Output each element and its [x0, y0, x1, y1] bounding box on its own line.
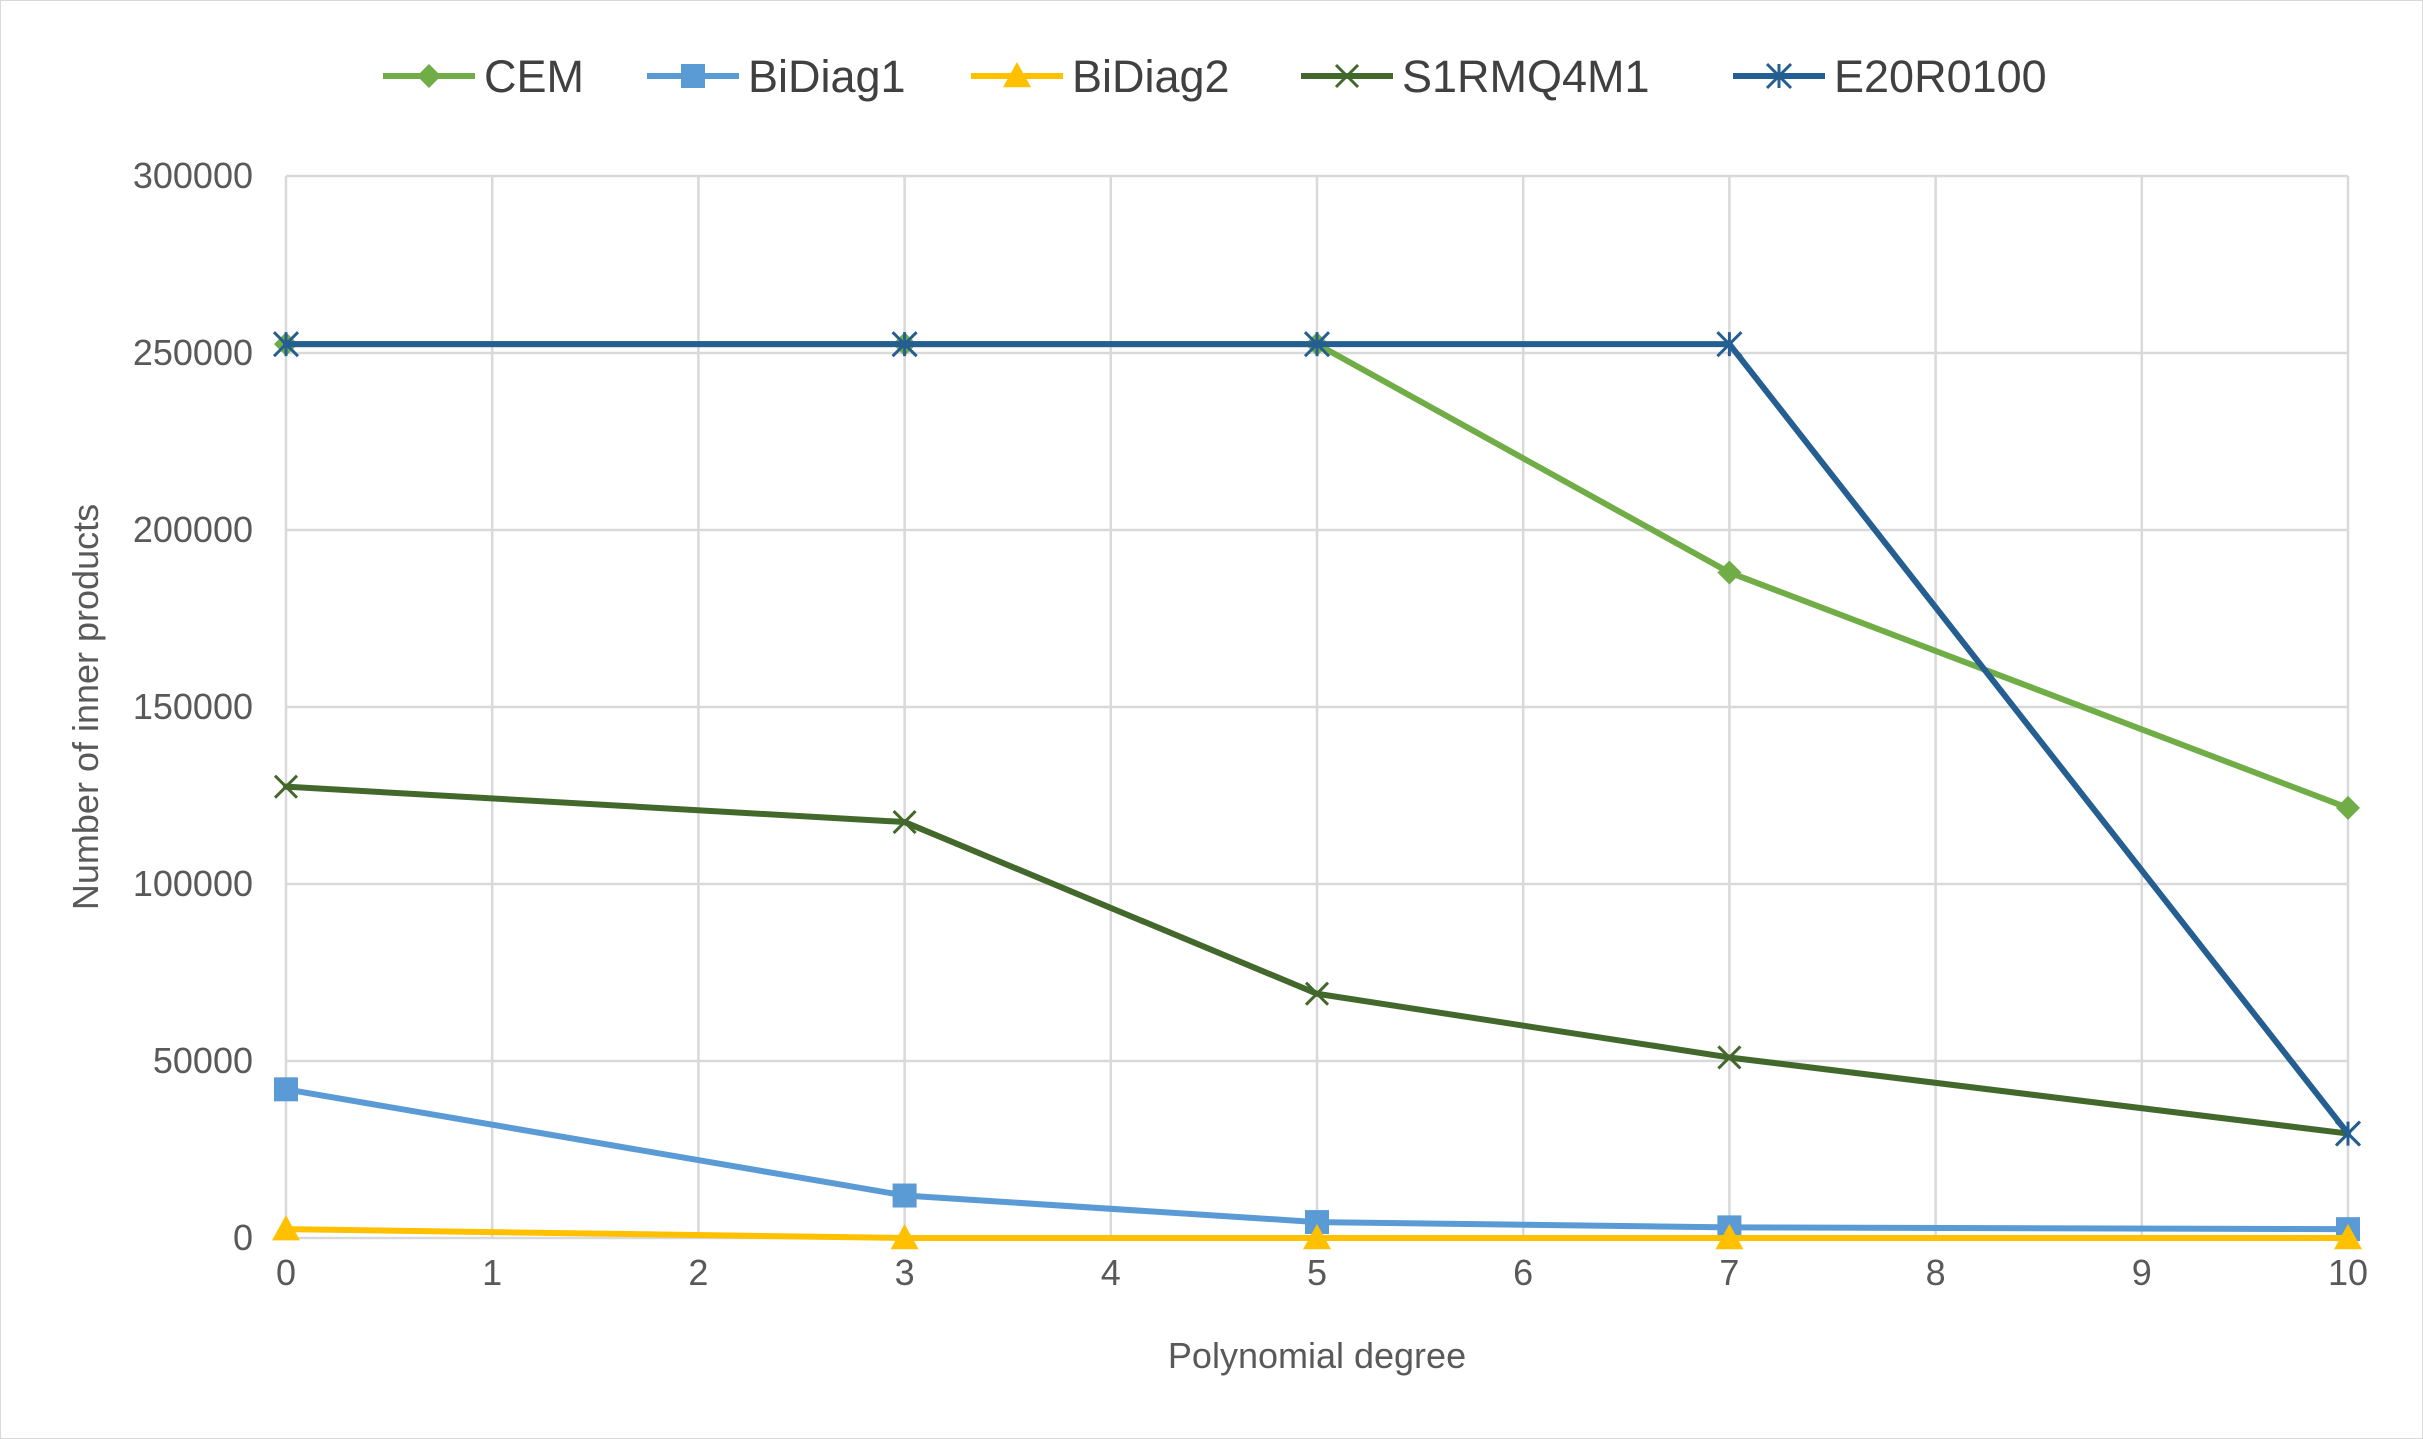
- data-point-bidiag2: [1303, 1224, 1331, 1250]
- legend-marker-bidiag2: [1003, 62, 1031, 88]
- data-point-s1rmq4m1: [892, 809, 917, 835]
- data-point-e20r0100: [1303, 331, 1331, 358]
- y-axis-ticks: 0 50000 100000 150000 200000 250000 300000: [133, 155, 253, 1258]
- y-tick-label: 50000: [153, 1040, 253, 1081]
- gridlines: [284, 174, 2350, 1240]
- x-tick-label: 8: [1926, 1252, 1946, 1293]
- y-tick-label: 150000: [133, 686, 253, 727]
- legend-label-cem: CEM: [484, 51, 584, 102]
- y-axis-title: Number of inner products: [65, 504, 106, 910]
- series-bidiag1: [274, 1077, 2360, 1242]
- data-point-e20r0100: [1716, 331, 1743, 358]
- legend-label-e20r0100: E20R0100: [1834, 51, 2047, 102]
- data-point-s1rmq4m1: [1717, 1045, 1742, 1070]
- x-tick-label: 5: [1307, 1252, 1327, 1293]
- data-point-s1rmq4m1: [1304, 981, 1330, 1006]
- legend-marker-s1rmq4m1: [1334, 63, 1360, 89]
- data-point-e20r0100: [2334, 1120, 2362, 1147]
- x-tick-label: 4: [1101, 1252, 1121, 1293]
- legend-item-cem: CEM: [383, 51, 584, 102]
- legend-label-bidiag2: BiDiag2: [1072, 51, 1230, 102]
- legend-marker-cem: [417, 64, 441, 88]
- legend: CEM BiDiag1 BiDiag2 S1RMQ4M1 E20R0100: [383, 51, 2047, 102]
- legend-marker-e20r0100: [1765, 62, 1793, 90]
- legend-marker-bidiag1: [681, 64, 705, 88]
- data-point-bidiag2: [1715, 1224, 1744, 1250]
- series-bidiag2: [272, 1215, 2362, 1250]
- data-point-bidiag1: [892, 1183, 917, 1208]
- data-point-bidiag1: [274, 1077, 298, 1102]
- x-tick-label: 6: [1513, 1252, 1533, 1293]
- legend-label-bidiag1: BiDiag1: [748, 51, 906, 102]
- legend-item-bidiag1: BiDiag1: [647, 51, 906, 102]
- data-point-bidiag2: [272, 1215, 300, 1241]
- legend-item-bidiag2: BiDiag2: [971, 51, 1230, 102]
- x-tick-label: 7: [1719, 1252, 1739, 1293]
- data-point-cem: [1717, 560, 1742, 585]
- legend-label-s1rmq4m1: S1RMQ4M1: [1402, 51, 1650, 102]
- legend-item-s1rmq4m1: S1RMQ4M1: [1301, 51, 1650, 102]
- legend-item-e20r0100: E20R0100: [1733, 51, 2047, 102]
- data-point-bidiag2: [890, 1224, 919, 1250]
- y-tick-label: 100000: [133, 863, 253, 904]
- x-tick-label: 0: [276, 1252, 296, 1293]
- data-point-e20r0100: [272, 331, 300, 358]
- data-point-e20r0100: [891, 331, 918, 358]
- x-tick-label: 10: [2328, 1252, 2368, 1293]
- data-point-s1rmq4m1: [273, 774, 299, 799]
- data-point-cem: [2336, 795, 2360, 820]
- x-tick-label: 3: [895, 1252, 915, 1293]
- x-tick-label: 9: [2132, 1252, 2152, 1293]
- y-tick-label: 300000: [133, 155, 253, 196]
- x-axis-title: Polynomial degree: [1168, 1335, 1466, 1376]
- x-tick-label: 2: [688, 1252, 708, 1293]
- data-point-bidiag2: [2334, 1224, 2362, 1250]
- y-tick-label: 0: [233, 1217, 253, 1258]
- x-tick-label: 1: [482, 1252, 502, 1293]
- y-tick-label: 250000: [133, 332, 253, 373]
- x-axis-ticks: 0 1 2 3 4 5 6 7 8 9 10: [276, 1252, 2368, 1293]
- y-tick-label: 200000: [133, 509, 253, 550]
- series-layer: [272, 331, 2362, 1250]
- series-e20r0100: [272, 331, 2362, 1147]
